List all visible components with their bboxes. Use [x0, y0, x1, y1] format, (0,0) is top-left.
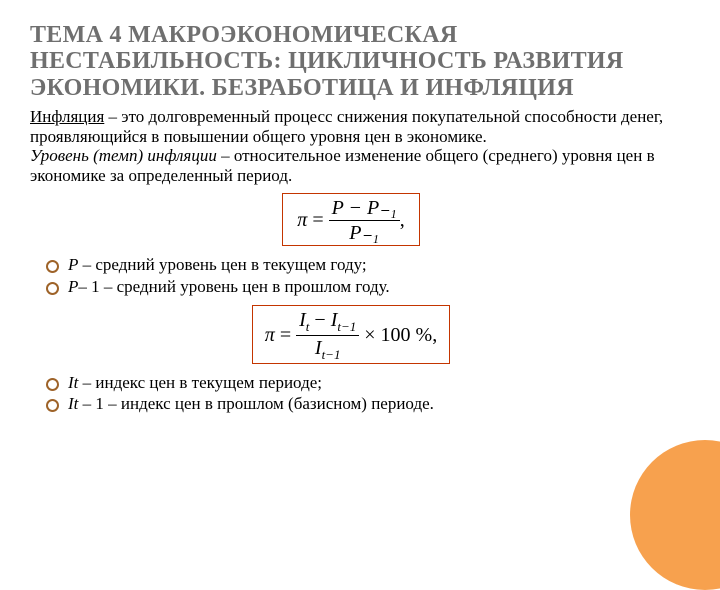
bullet-list-2: It – индекс цен в текущем периоде; It – … [46, 372, 672, 415]
bullet-1-text: – средний уровень цен в текущем году; [78, 255, 366, 274]
formula-2-container: π = It − It−1 It−1 × 100 %, [30, 305, 672, 364]
slide-title: ТЕМА 4 МАКРОЭКОНОМИЧЕСКАЯ НЕСТАБИЛЬНОСТЬ… [30, 22, 672, 101]
formula-1-container: π = P − P₋₁ P₋₁ , [30, 193, 672, 246]
formula-2-lhs: π [265, 324, 275, 346]
formula-1-numerator: P − P₋₁ [329, 198, 400, 220]
list-item: P – средний уровень цен в текущем году; [46, 254, 672, 275]
formula-1-denominator: P₋₁ [329, 220, 400, 243]
paragraph-inflation-rate: Уровень (темп) инфляции – относительное … [30, 146, 672, 185]
formula-2-fraction: It − It−1 It−1 [296, 310, 359, 361]
term-inflation: Инфляция [30, 107, 104, 126]
list-item: P– 1 – средний уровень цен в прошлом год… [46, 276, 672, 297]
formula-2: π = It − It−1 It−1 × 100 %, [252, 305, 450, 364]
formula-2-tail: × 100 %, [359, 324, 437, 346]
formula-2-denominator: It−1 [296, 335, 359, 361]
equals-sign: = [312, 209, 328, 231]
formula-1: π = P − P₋₁ P₋₁ , [282, 193, 419, 246]
bullet-list-1: P – средний уровень цен в текущем году; … [46, 254, 672, 297]
formula-1-tail: , [400, 209, 405, 231]
term-inflation-rate: Уровень (темп) инфляции [30, 146, 217, 165]
bullet-4-text: – 1 – индекс цен в прошлом (базисном) пе… [78, 394, 434, 413]
formula-2-numerator: It − It−1 [296, 310, 359, 335]
formula-1-lhs: π [297, 209, 307, 231]
list-item: It – индекс цен в текущем периоде; [46, 372, 672, 393]
list-item: It – 1 – индекс цен в прошлом (базисном)… [46, 393, 672, 414]
term-inflation-def: – это долговременный процесс снижения по… [30, 107, 663, 146]
bullet-3-text: – индекс цен в текущем периоде; [78, 373, 322, 392]
paragraph-inflation: Инфляция – это долговременный процесс сн… [30, 107, 672, 146]
equals-sign: = [280, 324, 296, 346]
formula-1-fraction: P − P₋₁ P₋₁ [329, 198, 400, 243]
bullet-2-text: – 1 – средний уровень цен в прошлом году… [78, 277, 389, 296]
corner-circle-decoration [630, 440, 720, 590]
